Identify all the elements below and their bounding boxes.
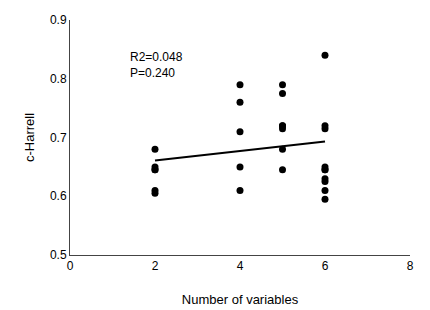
svg-text:0.7: 0.7 <box>50 131 67 145</box>
svg-text:0: 0 <box>67 259 74 273</box>
svg-text:0.5: 0.5 <box>50 248 67 262</box>
svg-text:0.8: 0.8 <box>50 72 67 86</box>
svg-text:c-Harrell: c-Harrell <box>22 113 37 162</box>
svg-text:0.6: 0.6 <box>50 189 67 203</box>
svg-text:2: 2 <box>152 259 159 273</box>
svg-text:8: 8 <box>407 259 414 273</box>
svg-text:6: 6 <box>322 259 329 273</box>
svg-text:0.9: 0.9 <box>50 13 67 27</box>
svg-text:R2=0.048P=0.240: R2=0.048P=0.240 <box>130 50 183 80</box>
svg-text:Number of variables: Number of variables <box>182 292 299 307</box>
svg-text:4: 4 <box>237 259 244 273</box>
